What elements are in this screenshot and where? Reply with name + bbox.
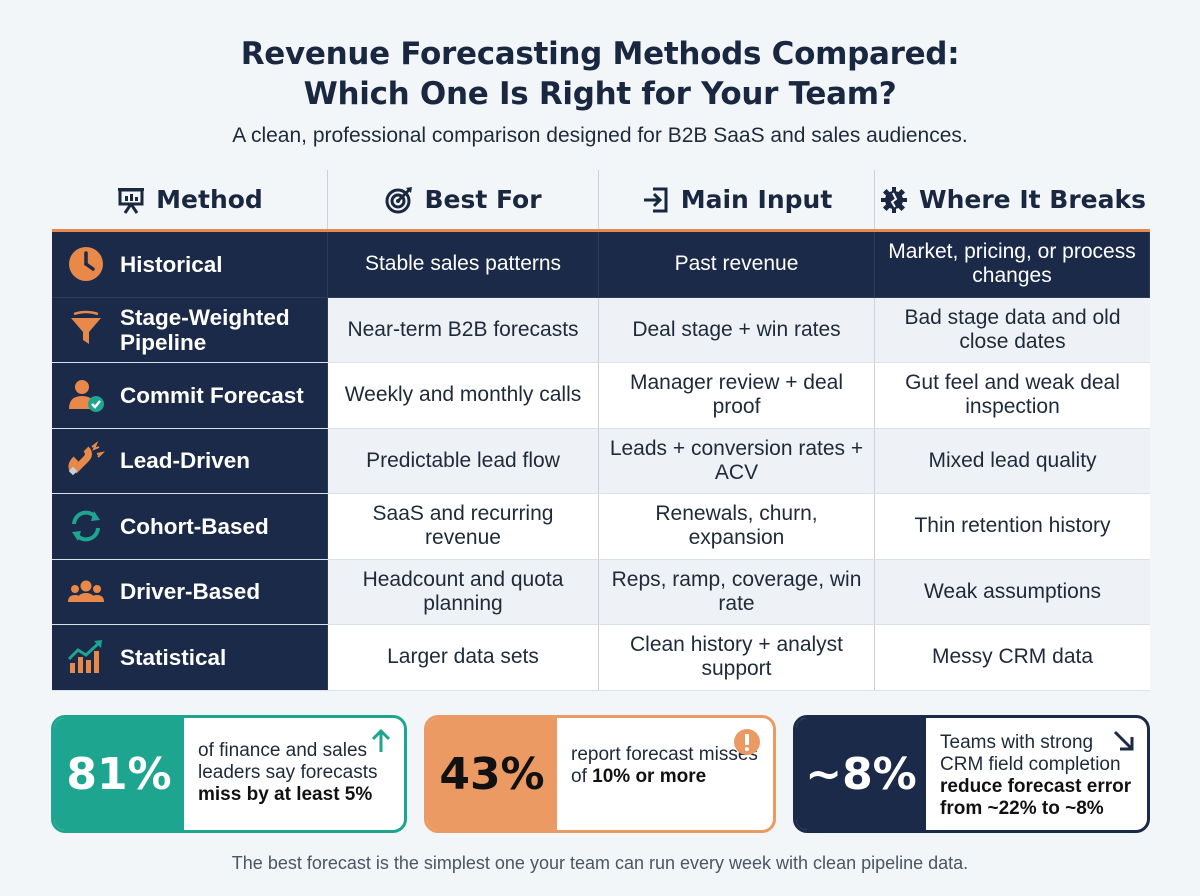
team-icon (66, 572, 106, 612)
method-name: Driver-Based (120, 579, 261, 605)
table-row: Stage-Weighted Pipeline Near-term B2B fo… (52, 297, 1150, 363)
method-cell: Cohort-Based (52, 494, 328, 559)
title-line-2: Which One Is Right for Your Team? (303, 76, 897, 112)
column-header-where-it-breaks: Where It Breaks (875, 170, 1150, 229)
main-input-cell: Manager review + deal proof (599, 363, 875, 428)
method-name: Cohort-Based (120, 513, 269, 539)
table-header: Method Best For Main Input Where It Brea… (52, 170, 1150, 232)
alert-icon (734, 729, 760, 755)
stat-value: 43% (427, 718, 557, 830)
where-it-breaks-cell: Messy CRM data (875, 625, 1150, 690)
stat-text-bold: miss by at least 5% (198, 784, 373, 805)
table-row: Driver-Based Headcount and quota plannin… (52, 559, 1150, 625)
stat-text-bold: reduce forecast error (940, 776, 1132, 797)
main-input-cell: Renewals, churn, expansion (599, 494, 875, 559)
best-for-cell: Weekly and monthly calls (328, 363, 599, 428)
table-row: Lead-Driven Predictable lead flow Leads … (52, 428, 1150, 494)
user-check-icon (66, 375, 106, 415)
best-for-cell: Predictable lead flow (328, 428, 599, 493)
stat-card-43: 43% report forecast misses of 10% or mor… (424, 715, 776, 833)
page-title: Revenue Forecasting Methods Compared: Wh… (0, 34, 1200, 114)
stat-value: ~8% (796, 718, 926, 830)
column-label: Method (156, 185, 263, 214)
input-icon (643, 187, 668, 212)
best-for-cell: Near-term B2B forecasts (328, 297, 599, 362)
where-it-breaks-cell: Weak assumptions (875, 559, 1150, 624)
method-name: Commit Forecast (120, 382, 304, 408)
where-it-breaks-cell: Thin retention history (875, 494, 1150, 559)
stat-text: Teams with strong CRM field completion r… (926, 718, 1147, 830)
method-cell: Statistical (52, 625, 328, 690)
method-cell: Lead-Driven (52, 428, 328, 493)
table-row: Cohort-Based SaaS and recurring revenue … (52, 494, 1150, 560)
method-cell: Commit Forecast (52, 363, 328, 428)
stat-text-plain: Teams with strong CRM field completion (940, 732, 1121, 775)
table-row: Commit Forecast Weekly and monthly calls… (52, 363, 1150, 429)
presentation-icon (118, 187, 145, 214)
main-input-cell: Reps, ramp, coverage, win rate (599, 559, 875, 624)
stat-text: of finance and sales leaders say forecas… (184, 718, 404, 830)
where-it-breaks-cell: Bad stage data and old close dates (875, 297, 1150, 362)
refresh-icon (66, 506, 106, 546)
column-header-best-for: Best For (328, 170, 599, 229)
comparison-table: Method Best For Main Input Where It Brea… (52, 170, 1150, 691)
method-name: Historical (120, 251, 223, 277)
stat-text-plain: of finance and sales leaders say forecas… (198, 740, 378, 783)
funnel-icon (66, 310, 106, 350)
method-cell: Driver-Based (52, 559, 328, 624)
method-cell: Stage-Weighted Pipeline (52, 297, 328, 362)
stat-text-bold-2: from ~22% to ~8% (940, 798, 1104, 819)
best-for-cell: Stable sales patterns (328, 232, 599, 297)
stat-text-bold: 10% or more (592, 766, 707, 787)
main-input-cell: Leads + conversion rates + ACV (599, 428, 875, 493)
method-cell: Historical (52, 232, 328, 297)
magnet-icon (66, 440, 106, 481)
footer-note: The best forecast is the simplest one yo… (231, 853, 969, 873)
stat-text: report forecast misses of 10% or more (557, 718, 773, 830)
table-row: Statistical Larger data sets Clean histo… (52, 625, 1150, 691)
arrow-up-icon (371, 728, 391, 752)
arrow-down-right-icon (1113, 730, 1134, 751)
main-input-cell: Deal stage + win rates (599, 297, 875, 362)
best-for-cell: SaaS and recurring revenue (328, 494, 599, 559)
method-name: Statistical (120, 644, 227, 670)
column-header-method: Method (52, 170, 328, 229)
main-input-cell: Past revenue (599, 232, 875, 297)
main-input-cell: Clean history + analyst support (599, 625, 875, 690)
best-for-cell: Larger data sets (328, 625, 599, 690)
column-header-main-input: Main Input (599, 170, 875, 229)
where-it-breaks-cell: Mixed lead quality (875, 428, 1150, 493)
stat-text-plain: report forecast misses of (571, 744, 758, 787)
clock-icon (66, 244, 106, 284)
page-subtitle: A clean, professional comparison designe… (232, 124, 968, 147)
method-name: Lead-Driven (120, 448, 251, 474)
stat-value: 81% (54, 718, 184, 830)
column-label: Main Input (680, 185, 833, 214)
best-for-cell: Headcount and quota planning (328, 559, 599, 624)
title-line-1: Revenue Forecasting Methods Compared: (240, 36, 960, 72)
stat-card-8: ~8% Teams with strong CRM field completi… (793, 715, 1150, 833)
method-name: Stage-Weighted Pipeline (120, 304, 290, 355)
stat-card-81: 81% of finance and sales leaders say for… (51, 715, 407, 833)
growth-chart-icon (66, 637, 106, 677)
gear-icon (881, 186, 907, 213)
table-row: Historical Stable sales patterns Past re… (52, 232, 1150, 298)
where-it-breaks-cell: Gut feel and weak deal inspection (875, 363, 1150, 428)
column-label: Best For (424, 185, 542, 214)
target-icon (385, 186, 413, 213)
column-label: Where It Breaks (919, 185, 1146, 214)
where-it-breaks-cell: Market, pricing, or process changes (875, 232, 1150, 297)
